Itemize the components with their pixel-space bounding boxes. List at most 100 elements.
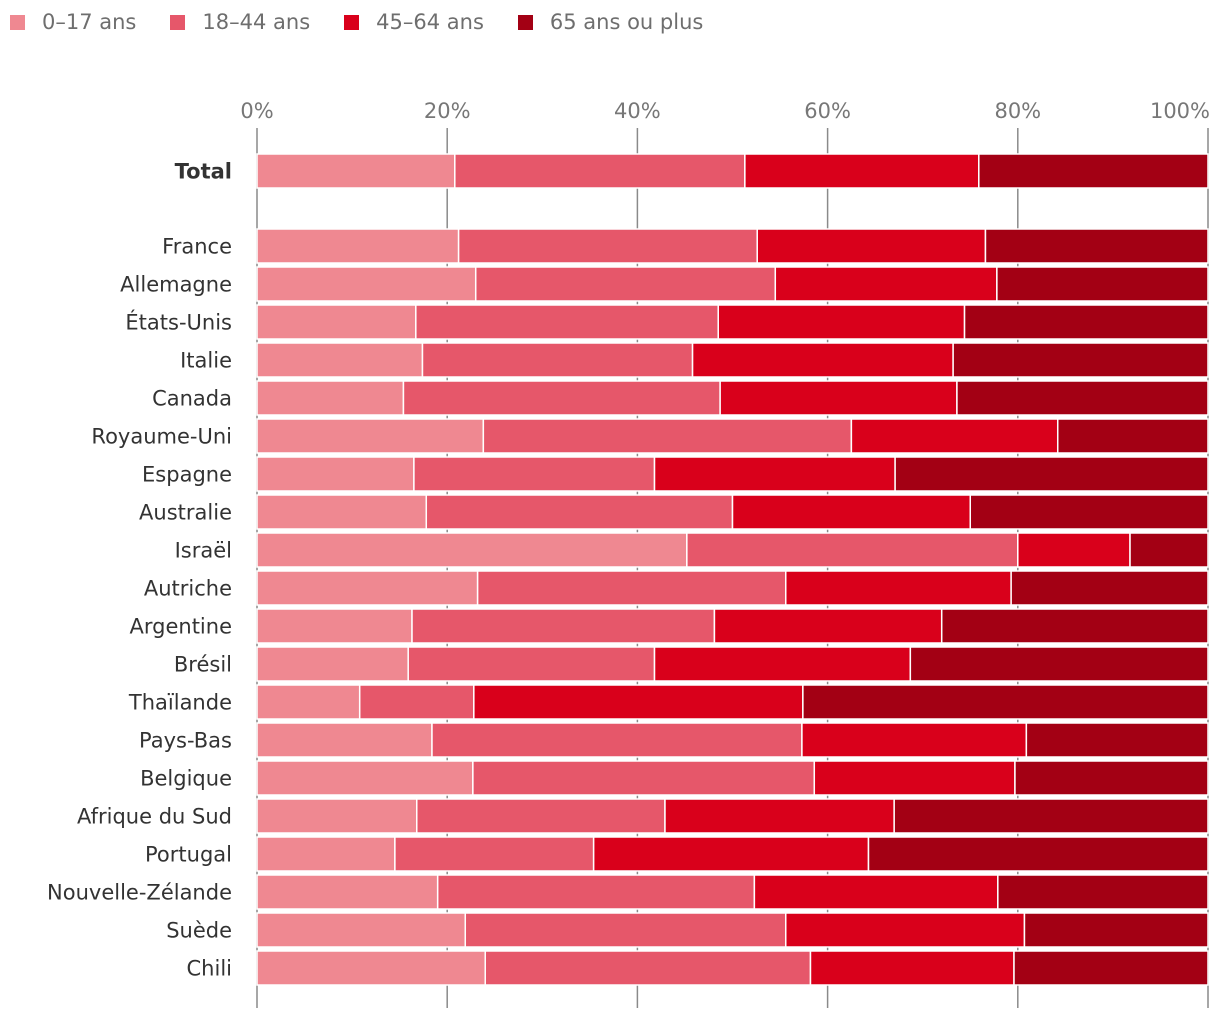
bar-15-series-2 xyxy=(813,760,1016,796)
bar-14-series-0 xyxy=(256,722,433,758)
bar-0-series-1 xyxy=(454,153,746,189)
y-category-label-10: Autriche xyxy=(144,577,232,601)
bar-5-series-2 xyxy=(719,380,958,416)
bar-3-series-0 xyxy=(256,304,417,340)
bar-19-series-0 xyxy=(256,912,467,948)
legend-item-2[interactable]: 45–64 ans xyxy=(344,10,484,34)
bar-13-series-1 xyxy=(358,684,475,720)
bar-6-series-2 xyxy=(850,418,1059,454)
legend-label-0: 0–17 ans xyxy=(42,10,137,34)
bar-16-series-1 xyxy=(416,798,666,834)
bar-16-series-2 xyxy=(664,798,895,834)
bar-19-series-3 xyxy=(1023,912,1209,948)
bar-16-series-0 xyxy=(256,798,418,834)
bar-13-series-2 xyxy=(473,684,804,720)
y-category-label-12: Brésil xyxy=(174,653,232,677)
y-category-label-6: Royaume-Uni xyxy=(91,425,232,449)
bar-1-series-3 xyxy=(984,228,1209,264)
legend: 0–17 ans 18–44 ans 45–64 ans 65 ans ou p… xyxy=(10,10,737,34)
legend-item-1[interactable]: 18–44 ans xyxy=(170,10,310,34)
y-category-label-3: États-Unis xyxy=(125,310,232,335)
bar-10-series-1 xyxy=(476,570,787,606)
x-tick-label-4: 80% xyxy=(994,99,1041,123)
bar-14-series-3 xyxy=(1025,722,1209,758)
bar-3-series-1 xyxy=(415,304,719,340)
y-category-label-7: Espagne xyxy=(142,463,232,487)
legend-item-3[interactable]: 65 ans ou plus xyxy=(517,10,704,34)
bar-2-series-3 xyxy=(996,266,1209,302)
bar-19-series-2 xyxy=(785,912,1026,948)
y-category-label-8: Australie xyxy=(139,501,232,525)
x-tick-label-3: 60% xyxy=(804,99,851,123)
legend-label-2: 45–64 ans xyxy=(376,10,484,34)
bar-7-series-2 xyxy=(653,456,896,492)
x-tick-label-5: 100% xyxy=(1150,99,1210,123)
x-tick-label-2: 40% xyxy=(614,99,661,123)
bar-10-series-3 xyxy=(1010,570,1209,606)
bar-20-series-2 xyxy=(809,950,1015,986)
bar-9-series-0 xyxy=(256,532,688,568)
y-category-label-13: Thaïlande xyxy=(128,691,232,715)
y-category-label-16: Afrique du Sud xyxy=(77,805,232,829)
y-category-label-1: France xyxy=(162,235,232,259)
bar-4-series-0 xyxy=(256,342,424,378)
bar-2-series-1 xyxy=(474,266,777,302)
bar-17-series-1 xyxy=(394,836,595,872)
bar-11-series-2 xyxy=(713,608,943,644)
bar-2-series-0 xyxy=(256,266,477,302)
bar-13-series-0 xyxy=(256,684,361,720)
bar-5-series-3 xyxy=(956,380,1209,416)
bar-12-series-0 xyxy=(256,646,409,682)
legend-swatch-3 xyxy=(517,14,533,30)
bar-15-series-3 xyxy=(1014,760,1209,796)
bar-12-series-1 xyxy=(407,646,656,682)
bar-0-series-3 xyxy=(978,153,1209,189)
bar-3-series-2 xyxy=(717,304,966,340)
bar-18-series-3 xyxy=(997,874,1209,910)
bar-9-series-1 xyxy=(686,532,1019,568)
bar-8-series-3 xyxy=(969,494,1209,530)
bar-12-series-3 xyxy=(909,646,1209,682)
x-axis-ticks: 0% 20% 40% 60% 80% 100% xyxy=(240,99,1210,123)
legend-label-3: 65 ans ou plus xyxy=(549,10,704,34)
bar-8-series-1 xyxy=(425,494,734,530)
bars xyxy=(256,153,1209,986)
bar-17-series-3 xyxy=(867,836,1209,872)
bar-0-series-2 xyxy=(744,153,980,189)
y-category-label-15: Belgique xyxy=(140,767,232,791)
bar-14-series-1 xyxy=(431,722,803,758)
legend-item-0[interactable]: 0–17 ans xyxy=(10,10,136,34)
bar-10-series-2 xyxy=(785,570,1012,606)
bar-1-series-0 xyxy=(256,228,460,264)
y-category-label-14: Pays-Bas xyxy=(139,729,232,753)
bar-16-series-3 xyxy=(893,798,1209,834)
bar-7-series-0 xyxy=(256,456,415,492)
bar-7-series-1 xyxy=(413,456,656,492)
bar-10-series-0 xyxy=(256,570,479,606)
bar-18-series-2 xyxy=(753,874,999,910)
bar-8-series-0 xyxy=(256,494,428,530)
y-category-label-17: Portugal xyxy=(145,843,232,867)
bar-4-series-3 xyxy=(952,342,1209,378)
bar-18-series-1 xyxy=(436,874,756,910)
bar-11-series-1 xyxy=(411,608,716,644)
bar-4-series-2 xyxy=(691,342,954,378)
bar-6-series-3 xyxy=(1056,418,1209,454)
bar-17-series-2 xyxy=(592,836,870,872)
bar-7-series-3 xyxy=(894,456,1209,492)
bar-11-series-0 xyxy=(256,608,413,644)
x-tick-label-1: 20% xyxy=(424,99,471,123)
bar-15-series-1 xyxy=(472,760,816,796)
bar-5-series-1 xyxy=(402,380,721,416)
bar-1-series-2 xyxy=(756,228,987,264)
bar-9-series-3 xyxy=(1129,532,1209,568)
bar-17-series-0 xyxy=(256,836,396,872)
bar-20-series-0 xyxy=(256,950,486,986)
y-category-label-4: Italie xyxy=(180,349,232,373)
y-category-label-19: Suède xyxy=(166,919,232,943)
bar-4-series-1 xyxy=(421,342,694,378)
bar-0-series-0 xyxy=(256,153,456,189)
bar-19-series-1 xyxy=(464,912,787,948)
